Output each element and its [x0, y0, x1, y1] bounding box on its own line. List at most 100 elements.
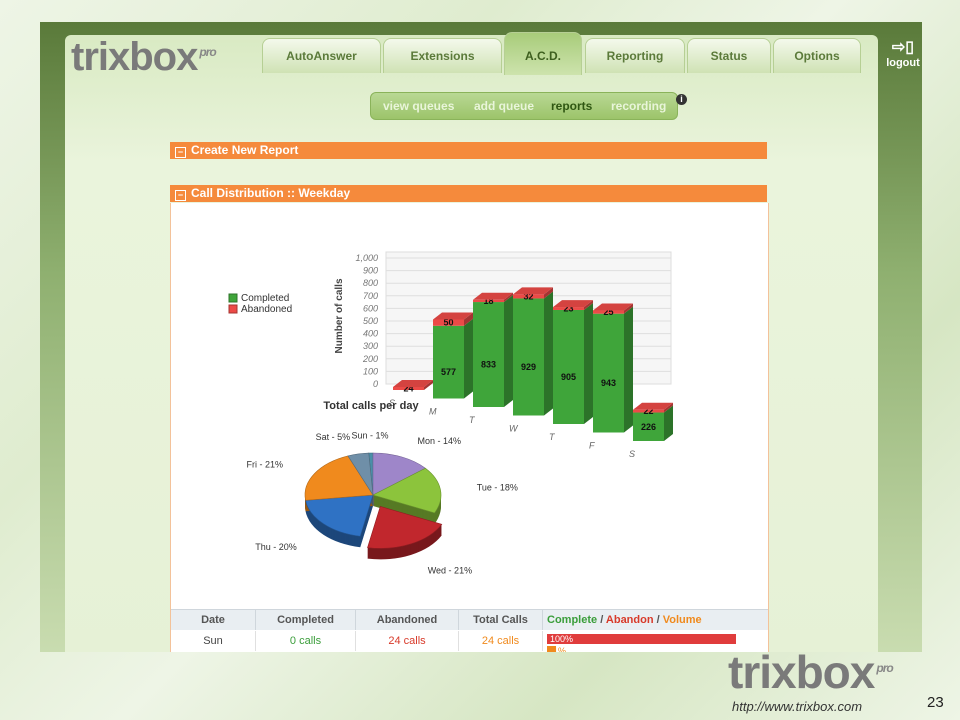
subnav-link[interactable]: add queue [474, 99, 535, 113]
footer-logo-edition: pro [876, 660, 893, 675]
pie-label: Fri - 21% [246, 460, 283, 470]
bar-top [593, 303, 633, 311]
separator: / [656, 614, 660, 626]
bar-segment [593, 310, 624, 314]
nav-tab[interactable]: Reporting [585, 38, 685, 73]
y-tick-label: 400 [363, 329, 378, 339]
data-label: 32 [523, 291, 533, 301]
x-tick-label: T [549, 432, 556, 442]
chart-title: Total calls per day [323, 400, 419, 412]
nav-tab-active[interactable]: A.C.D. [504, 32, 582, 75]
nav-tab[interactable]: Status [687, 38, 771, 73]
y-tick-label: 200 [362, 354, 378, 364]
bar-segment [553, 307, 584, 310]
y-tick-label: 600 [363, 303, 378, 313]
volume-bar: 1% [547, 646, 566, 652]
bar-side [544, 287, 553, 299]
x-tick-label: F [589, 441, 595, 451]
y-tick-label: 500 [363, 316, 378, 326]
table-cell: 0 calls [256, 631, 356, 651]
table-cell: 24 calls [356, 631, 459, 651]
footer-logo: trixbox pro [728, 645, 894, 699]
bar-segment [553, 309, 584, 424]
data-label: 24 [403, 383, 413, 393]
legend-abandon: Abandon [605, 614, 654, 626]
y-tick-label: 700 [363, 291, 378, 301]
pie-slice [372, 452, 426, 496]
logo: trixbox pro [71, 35, 217, 80]
data-label: 929 [521, 362, 536, 372]
data-label: 18 [483, 296, 493, 306]
bar-side [664, 405, 673, 441]
bar-top [513, 287, 553, 295]
info-icon[interactable]: i [676, 94, 687, 105]
y-tick-label: 300 [363, 341, 378, 351]
table-cell: Sun [171, 631, 256, 651]
data-label: 905 [561, 372, 576, 382]
panel-title: Call Distribution :: Weekday [191, 186, 351, 200]
pie-slice [305, 494, 374, 537]
table-cell: 24 calls [459, 631, 543, 651]
panel-header[interactable]: − Call Distribution :: Weekday [170, 185, 767, 202]
pie-label: Wed - 21% [428, 566, 472, 576]
pie-slice [372, 467, 442, 514]
data-label: 943 [601, 378, 616, 388]
footer-url[interactable]: http://www.trixbox.com [732, 699, 863, 714]
app-window: trixbox pro AutoAnswer Extensions A.C.D. … [65, 32, 878, 652]
table-header: Completed [256, 610, 356, 630]
bar-top [553, 300, 593, 308]
table-header: Total Calls [459, 610, 543, 630]
logout[interactable]: ⇨▯ logout [886, 39, 920, 69]
legend-complete: Complete [547, 614, 598, 626]
pie-label: Sat - 5% [316, 432, 351, 442]
subnav-link[interactable]: view queues [383, 99, 455, 113]
table-header: Date [171, 610, 256, 630]
bar-segment [393, 386, 424, 390]
bar-side [424, 379, 433, 390]
logout-text: logout [886, 57, 920, 69]
legend-label: Completed [241, 293, 289, 304]
screenshot: trixbox pro AutoAnswer Extensions A.C.D. … [40, 22, 922, 652]
y-axis-label: Number of calls [334, 278, 345, 353]
nav-tab[interactable]: Options [773, 38, 861, 73]
x-tick-label: T [469, 415, 476, 425]
bar-segment [433, 319, 464, 326]
bar-segment [633, 412, 664, 441]
nav-tab[interactable]: AutoAnswer [262, 38, 381, 73]
bar-side [544, 291, 553, 416]
bar-side [504, 295, 513, 407]
data-label: 577 [441, 367, 456, 377]
bar-top [393, 379, 433, 387]
data-label: 23 [563, 304, 573, 314]
subnav-link[interactable]: recording [611, 99, 667, 113]
x-tick-label: W [509, 424, 519, 434]
logo-edition: pro [199, 44, 216, 59]
panel-header[interactable]: − Create New Report [170, 142, 767, 159]
x-tick-label: M [429, 407, 437, 417]
table-header: Abandoned [356, 610, 459, 630]
bar-side [624, 303, 633, 314]
bar-segment [433, 325, 464, 399]
nav-tab[interactable]: Extensions [383, 38, 502, 73]
y-tick-label: 800 [363, 278, 378, 288]
bar-segment [473, 299, 504, 303]
data-label: 226 [641, 422, 656, 432]
data-label: 25 [603, 307, 613, 317]
report-panel: 0 100 200 300 400 500 600 700 800 900 1,000 Number … [170, 203, 769, 652]
bar-side [464, 318, 473, 399]
pie-label: Mon - 14% [418, 436, 462, 446]
footer-logo-text: trixbox [728, 646, 875, 698]
legend-label: Abandoned [241, 304, 292, 315]
subnav-link-active[interactable]: reports [551, 99, 593, 113]
legend-volume: Volume [662, 614, 702, 626]
pie-label: Sun - 1% [351, 430, 388, 440]
data-label: 50 [443, 318, 453, 328]
pie-slice [347, 452, 374, 496]
legend-swatch [228, 293, 238, 303]
bar-side [584, 300, 593, 310]
bar-side [504, 292, 513, 303]
charts: 0 100 200 300 400 500 600 700 800 900 1,000 Number … [228, 251, 673, 576]
y-tick-label: 100 [363, 366, 378, 376]
y-tick-label: 1,000 [355, 253, 378, 263]
